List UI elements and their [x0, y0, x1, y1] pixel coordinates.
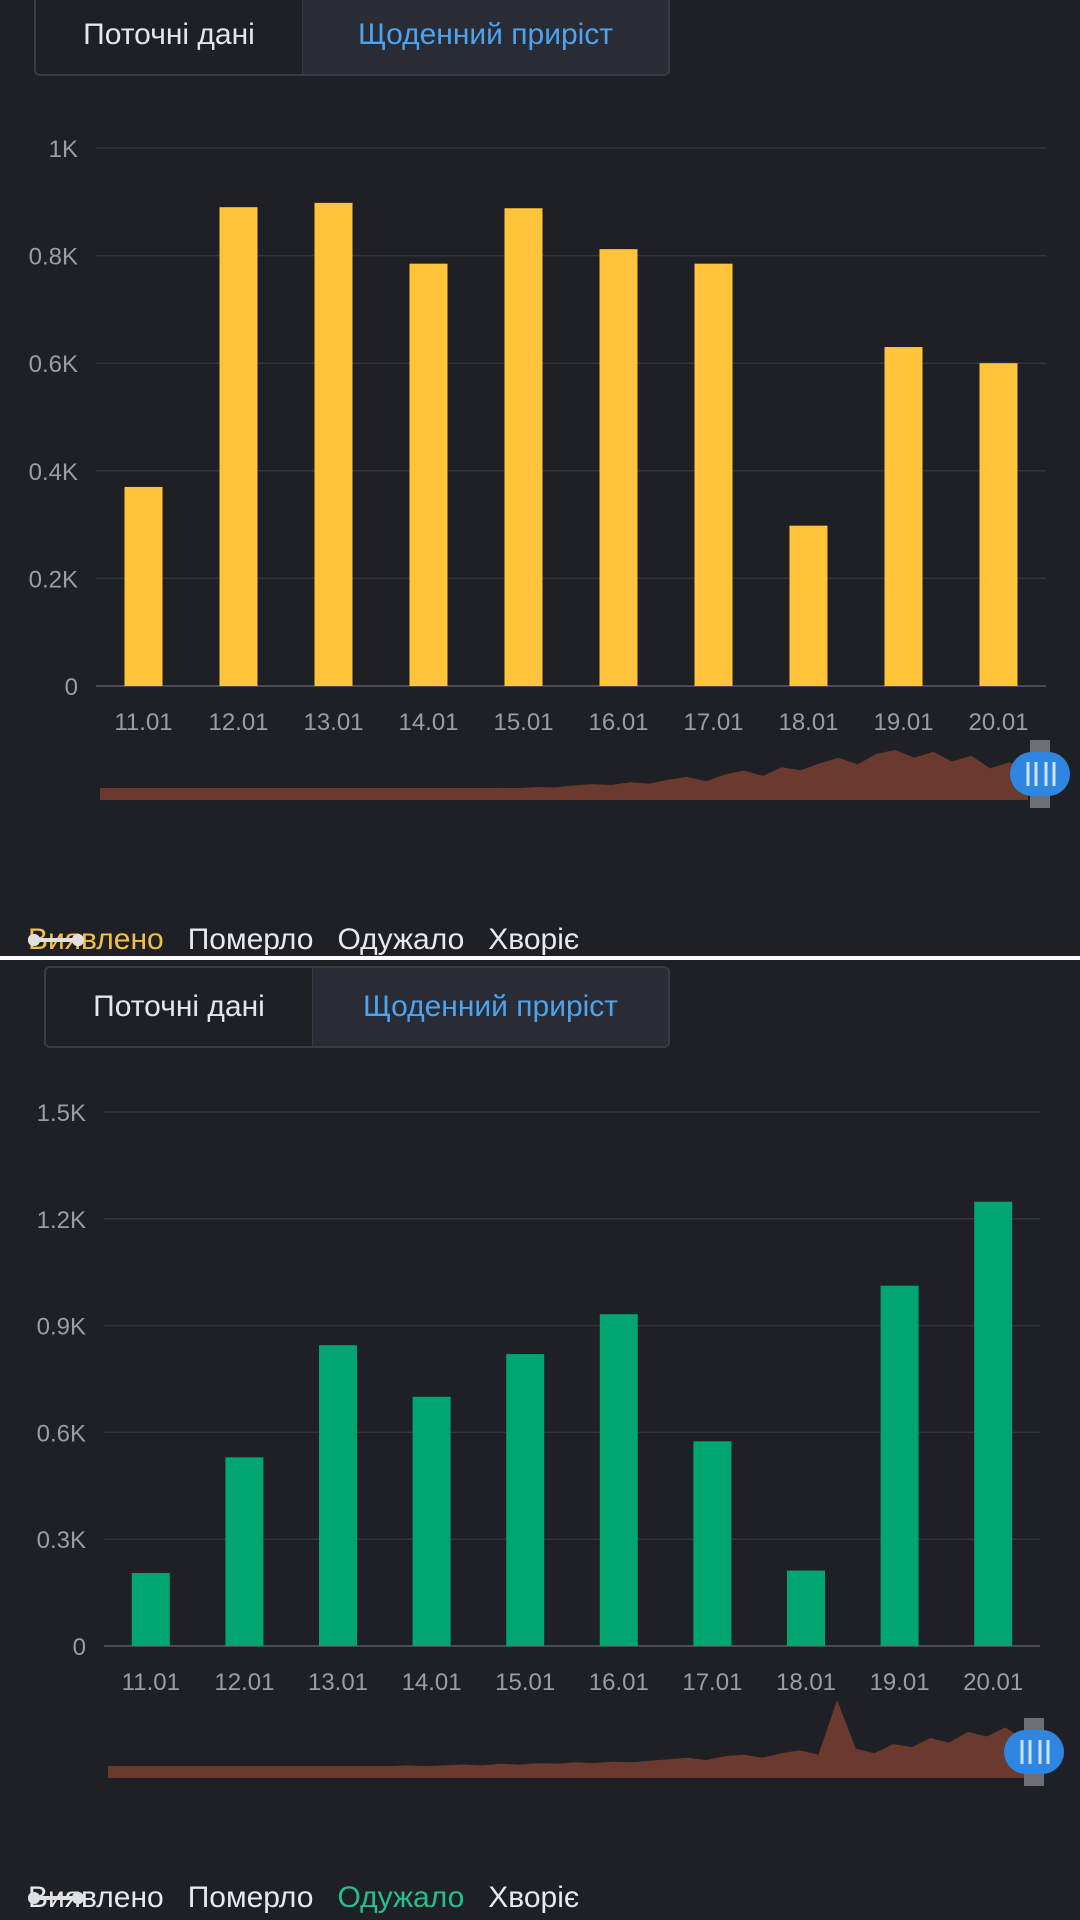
x-tick-label: 17.01 — [682, 1669, 742, 1696]
bar-14.01[interactable] — [412, 1396, 451, 1646]
legend-label: Одужало — [337, 923, 465, 956]
legend-item-sick[interactable]: Хворіє — [28, 1881, 580, 1915]
chart-panel-detected: Поточні дані Щоденний приріст 0 0.2K 0.4K 0… — [0, 0, 1080, 956]
legend-item-died[interactable]: Померло — [28, 1881, 314, 1915]
tab-current-data[interactable]: Поточні дані — [46, 968, 312, 1046]
legend-label: Одужало — [337, 1881, 465, 1914]
legend-label: Хворіє — [488, 923, 580, 956]
bar-15.01[interactable] — [504, 208, 543, 687]
bar-20.01[interactable] — [979, 363, 1018, 686]
y-tick-label: 0.2K — [29, 566, 78, 593]
range-slider-handle[interactable] — [1010, 752, 1070, 796]
legend-label: Хворіє — [488, 1881, 580, 1914]
x-tick-label: 19.01 — [873, 709, 933, 736]
x-tick-label: 16.01 — [588, 709, 648, 736]
y-tick-label: 0.4K — [29, 459, 78, 486]
bar-16.01[interactable] — [599, 249, 638, 687]
overview-baseline — [100, 788, 1028, 800]
x-tick-label: 11.01 — [114, 709, 172, 736]
x-tick-label: 15.01 — [495, 1669, 555, 1696]
legend-item-died[interactable]: Померло — [28, 923, 314, 956]
bar-17.01[interactable] — [694, 263, 733, 686]
y-tick-label: 1.5K — [37, 1100, 86, 1127]
legend-label: Померло — [187, 923, 314, 956]
line-marker-icon — [28, 1892, 84, 1904]
overview-area — [108, 1700, 1024, 1778]
y-tick-label: 0.9K — [37, 1314, 86, 1341]
x-tick-label: 17.01 — [683, 709, 743, 736]
y-tick-label: 0.6K — [37, 1420, 86, 1447]
legend: Виявлено Померло Одужало Хворіє — [28, 1878, 603, 1918]
bar-chart-recovered: 0 0.3K 0.6K 0.9K 1.2K 1.5K 11.01 12.01 13.01 14.0… — [37, 1100, 1064, 1786]
overview-area — [100, 750, 1028, 800]
tab-daily-growth[interactable]: Щоденний приріст — [312, 968, 668, 1046]
bar-16.01[interactable] — [599, 1314, 638, 1646]
y-tick-label: 0 — [73, 1634, 86, 1661]
legend-label: Померло — [187, 1881, 314, 1914]
x-tick-label: 14.01 — [398, 709, 458, 736]
bar-17.01[interactable] — [693, 1441, 732, 1646]
line-marker-icon — [28, 934, 84, 946]
bar-12.01[interactable] — [225, 1457, 264, 1646]
y-tick-label: 0.3K — [37, 1527, 86, 1554]
y-tick-label: 1.2K — [37, 1207, 86, 1234]
x-tick-label: 18.01 — [776, 1669, 836, 1696]
bar-20.01[interactable] — [974, 1201, 1013, 1646]
x-tick-label: 20.01 — [968, 709, 1028, 736]
bar-13.01[interactable] — [319, 1345, 357, 1646]
x-tick-label: 12.01 — [214, 1669, 274, 1696]
legend-item-sick[interactable]: Хворіє — [28, 923, 580, 956]
bar-11.01[interactable] — [124, 486, 163, 686]
bar-11.01[interactable] — [131, 1573, 170, 1646]
bar-14.01[interactable] — [409, 263, 448, 686]
x-tick-label: 12.01 — [208, 709, 268, 736]
tab-group: Поточні дані Щоденний приріст — [34, 0, 670, 76]
bar-18.01[interactable] — [787, 1570, 825, 1646]
y-tick-label: 0.8K — [29, 244, 78, 271]
tab-group: Поточні дані Щоденний приріст — [44, 966, 670, 1048]
y-tick-label: 0.6K — [29, 351, 78, 378]
chart-panel-recovered: Поточні дані Щоденний приріст 0 0.3K 0.6K 0… — [0, 960, 1080, 1920]
bar-13.01[interactable] — [314, 202, 353, 686]
x-tick-label: 20.01 — [963, 1669, 1023, 1696]
x-tick-label: 16.01 — [589, 1669, 649, 1696]
y-tick-label: 0 — [65, 674, 78, 701]
x-tick-label: 13.01 — [308, 1669, 368, 1696]
bar-12.01[interactable] — [219, 207, 258, 686]
bar-15.01[interactable] — [506, 1354, 545, 1646]
legend-item-recovered[interactable]: Одужало — [28, 1881, 465, 1915]
range-slider-handle[interactable] — [1004, 1730, 1064, 1774]
x-tick-label: 18.01 — [778, 709, 838, 736]
legend-item-recovered[interactable]: Одужало — [28, 923, 465, 956]
tab-current-data[interactable]: Поточні дані — [36, 0, 302, 74]
bar-18.01[interactable] — [789, 525, 828, 686]
x-tick-label: 13.01 — [303, 709, 363, 736]
x-tick-label: 11.01 — [122, 1669, 180, 1696]
bar-19.01[interactable] — [880, 1285, 919, 1646]
tab-daily-growth[interactable]: Щоденний приріст — [302, 0, 668, 74]
overview-baseline — [108, 1766, 1024, 1778]
bar-19.01[interactable] — [884, 347, 923, 686]
y-tick-label: 1K — [49, 136, 78, 163]
x-tick-label: 15.01 — [493, 709, 553, 736]
bar-chart-detected: 0 0.2K 0.4K 0.6K 0.8K 1K 11.01 12.01 13.01 14.01 1… — [29, 136, 1070, 808]
legend: Виявлено Померло Одужало Хворіє — [28, 920, 603, 956]
divider — [0, 956, 1080, 960]
x-tick-label: 14.01 — [402, 1669, 462, 1696]
x-tick-label: 19.01 — [870, 1669, 930, 1696]
